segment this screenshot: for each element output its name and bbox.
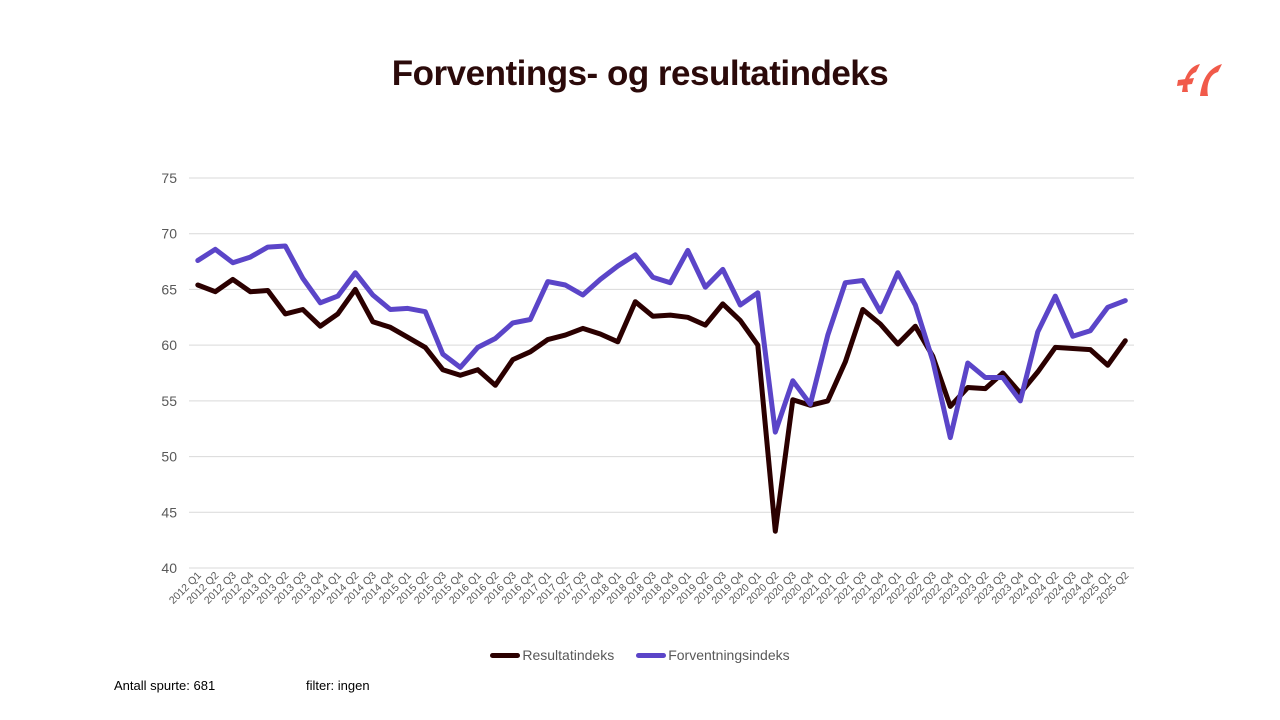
- legend-label-forventningsindeks: Forventningsindeks: [668, 647, 790, 663]
- y-tick-label: 65: [161, 281, 177, 297]
- y-tick-label: 70: [161, 226, 177, 242]
- series-lines: [195, 243, 1128, 534]
- legend-item-resultatindeks: Resultatindeks: [490, 647, 614, 663]
- legend-label-resultatindeks: Resultatindeks: [522, 647, 615, 663]
- legend-swatch-forventningsindeks: [636, 652, 667, 658]
- y-tick-label: 50: [161, 449, 177, 465]
- filter-status: filter: ingen: [306, 678, 370, 693]
- y-axis-ticks: 40 45 50 55 60 65 70 75: [161, 170, 177, 576]
- series-line-forventningsindeks: [195, 243, 1128, 441]
- y-tick-label: 75: [161, 170, 177, 186]
- gridlines: [189, 177, 1134, 569]
- legend-swatch-resultatindeks: [490, 652, 521, 658]
- legend-item-forventningsindeks: Forventningsindeks: [636, 647, 790, 663]
- y-tick-label: 45: [161, 504, 177, 520]
- respondent-count: Antall spurte: 681: [114, 678, 216, 693]
- chart-legend: Resultatindeks Forventningsindeks: [0, 647, 1280, 663]
- logo-stripe-right: [1200, 64, 1222, 96]
- brand-logo-icon: [1177, 64, 1222, 96]
- y-tick-label: 40: [161, 560, 177, 576]
- y-tick-label: 60: [161, 337, 177, 353]
- page-title: Forventings- og resultatindeks: [391, 54, 889, 93]
- logo-stripe-mid: [1177, 78, 1194, 86]
- y-tick-label: 55: [161, 393, 177, 409]
- series-line-resultatindeks: [195, 276, 1128, 534]
- logo-stripe-left: [1182, 64, 1200, 92]
